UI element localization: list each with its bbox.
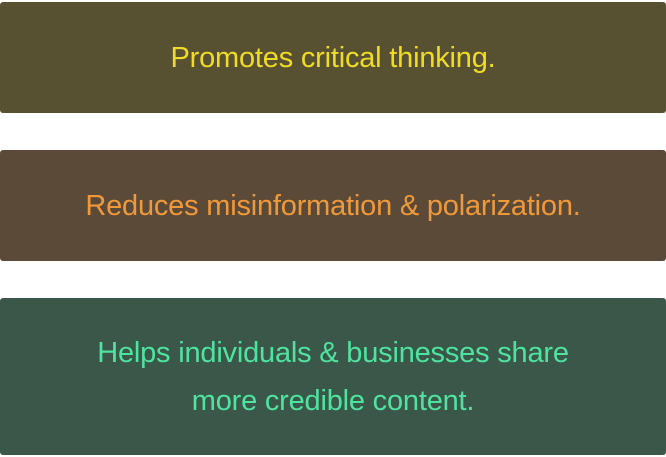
- benefit-card-critical-thinking: Promotes critical thinking.: [0, 2, 666, 113]
- benefit-text: Helps individuals & businesses share mor…: [97, 329, 569, 425]
- benefit-text-line: more credible content.: [191, 384, 475, 417]
- benefit-text: Reduces misinformation & polarization.: [85, 182, 581, 230]
- benefit-text: Promotes critical thinking.: [171, 34, 496, 82]
- benefit-text-line: Promotes critical thinking.: [170, 41, 496, 74]
- benefit-card-misinformation: Reduces misinformation & polarization.: [0, 150, 666, 261]
- benefit-card-credible-content: Helps individuals & businesses share mor…: [0, 298, 666, 455]
- benefit-text-line: Helps individuals & businesses share: [97, 336, 569, 369]
- benefit-text-line: Reduces misinformation & polarization.: [85, 189, 581, 222]
